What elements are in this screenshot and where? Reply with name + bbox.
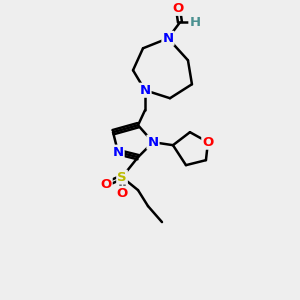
Text: N: N — [162, 32, 173, 45]
Text: N: N — [112, 146, 124, 159]
Text: H: H — [189, 16, 200, 29]
Text: O: O — [172, 2, 184, 15]
Text: N: N — [140, 84, 151, 97]
Text: O: O — [202, 136, 214, 149]
Text: N: N — [147, 136, 159, 149]
Text: O: O — [100, 178, 112, 190]
Text: S: S — [117, 171, 127, 184]
Text: O: O — [116, 187, 128, 200]
